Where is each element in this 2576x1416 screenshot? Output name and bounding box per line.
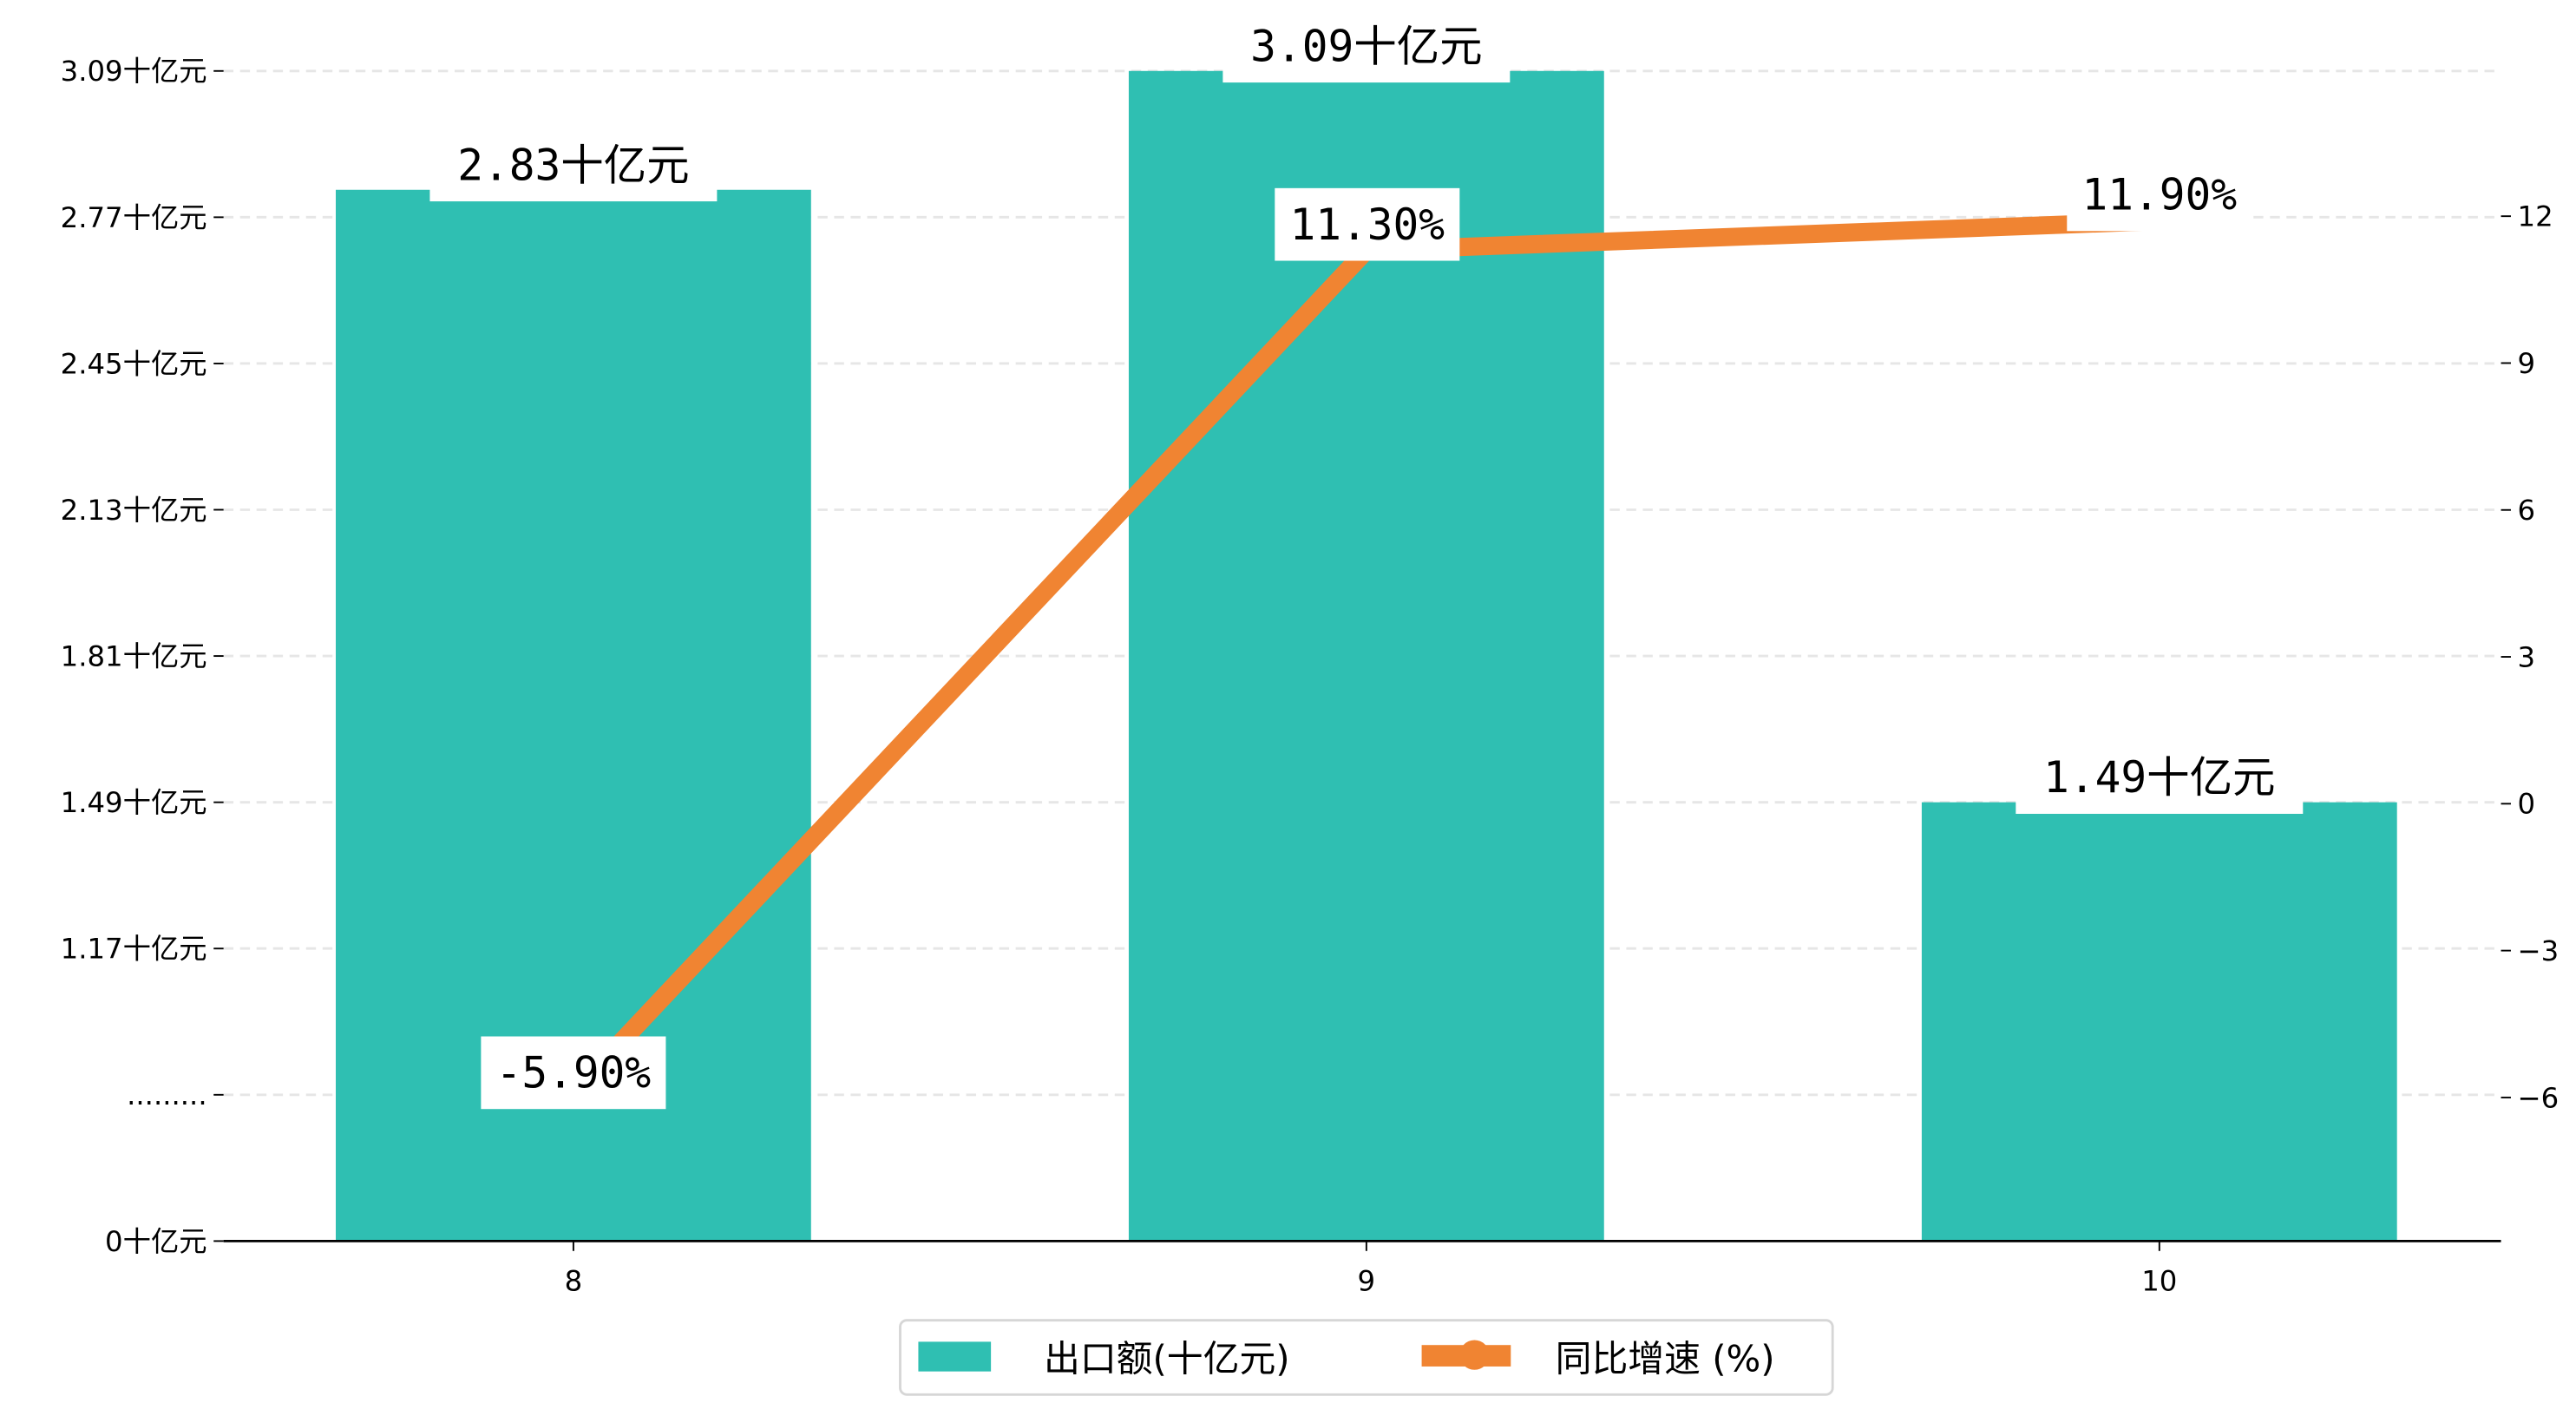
legend-bar-swatch bbox=[918, 1341, 992, 1372]
right-tick-label: 6 bbox=[2518, 494, 2536, 527]
left-tick-label: 2.77十亿元 bbox=[61, 201, 207, 234]
bar-value-label-box bbox=[429, 128, 718, 202]
right-tick-label: 12 bbox=[2518, 200, 2553, 233]
left-tick-label: 1.81十亿元 bbox=[61, 639, 207, 672]
legend: 出口额(十亿元) 同比增速 (%) bbox=[899, 1319, 1834, 1396]
axes: 0十亿元......... 1.17十亿元 1.49十亿元 1.81十亿元 2.13十亿… bbox=[61, 55, 2560, 1297]
legend-line-marker bbox=[1459, 1340, 1490, 1370]
x-tick-label: 8 bbox=[565, 1264, 583, 1297]
right-tick-label: 0 bbox=[2518, 788, 2536, 821]
left-tick-label: 1.17十亿元 bbox=[61, 933, 207, 966]
bar bbox=[1921, 802, 2397, 1242]
growth-value-label: -5.90% bbox=[496, 1047, 652, 1098]
growth-value-label: 11.90% bbox=[2082, 170, 2238, 220]
bar-value-label-box bbox=[2016, 741, 2304, 814]
legend-label-growth: 同比增速 (%) bbox=[1556, 1338, 1775, 1380]
legend-label-export: 出口额(十亿元) bbox=[1044, 1338, 1290, 1380]
x-tick-label: 10 bbox=[2141, 1264, 2177, 1297]
growth-value-label-box bbox=[1275, 187, 1460, 261]
left-tick-label: ......... bbox=[127, 1078, 206, 1111]
data-labels: 2.83十亿元 3.09十亿元 1.49十亿元 -5.90% 11.30% 11.90% bbox=[429, 10, 2304, 1110]
left-tick-label: 2.13十亿元 bbox=[61, 494, 207, 527]
growth-value-label-box bbox=[2067, 158, 2252, 232]
bar-value-label-box bbox=[1222, 10, 1511, 83]
legend-frame bbox=[899, 1319, 1834, 1396]
bar-value-label: 3.09十亿元 bbox=[1250, 21, 1482, 71]
growth-value-label: 11.30% bbox=[1290, 200, 1445, 250]
bar-value-label: 2.83十亿元 bbox=[457, 140, 689, 190]
right-tick-label: −3 bbox=[2518, 934, 2560, 967]
left-tick-label: 1.49十亿元 bbox=[61, 786, 207, 819]
left-tick-label: 3.09十亿元 bbox=[61, 55, 207, 88]
bar-value-label: 1.49十亿元 bbox=[2043, 752, 2275, 803]
right-tick-label: −6 bbox=[2518, 1081, 2560, 1114]
growth-value-label-box bbox=[481, 1036, 666, 1110]
right-tick-label: 3 bbox=[2518, 640, 2536, 673]
left-tick-label: 0十亿元 bbox=[105, 1225, 207, 1258]
left-tick-label: 2.45十亿元 bbox=[61, 347, 207, 380]
bar bbox=[1128, 70, 1604, 1242]
x-tick-label: 9 bbox=[1358, 1264, 1376, 1297]
right-tick-label: 9 bbox=[2518, 347, 2536, 380]
